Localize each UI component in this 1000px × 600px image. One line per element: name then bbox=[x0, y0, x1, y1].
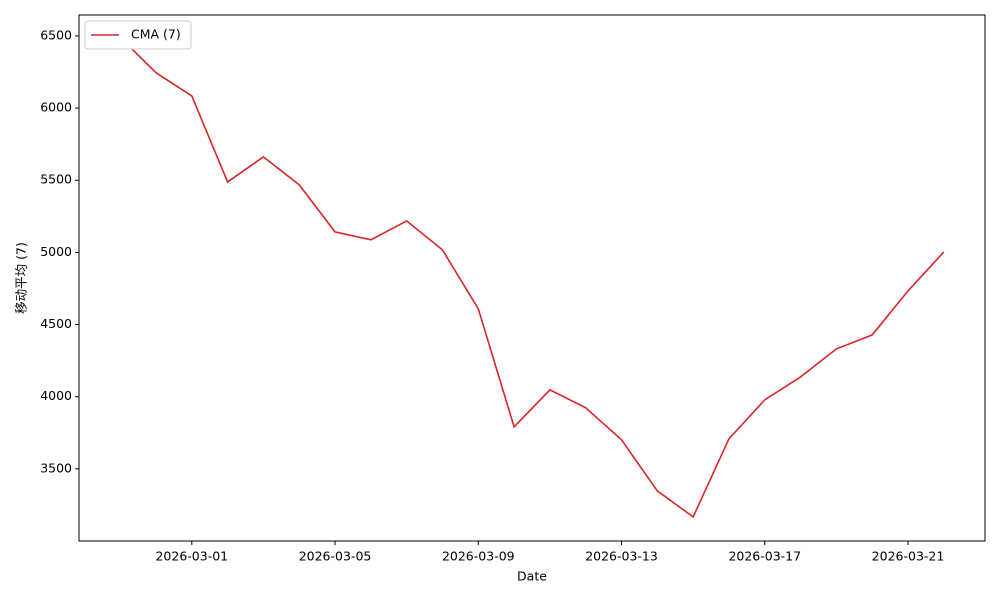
y-tick-label: 6500 bbox=[40, 27, 72, 42]
x-tick-label: 2026-03-09 bbox=[442, 549, 515, 564]
y-axis-label: 移动平均 (7) bbox=[14, 242, 29, 314]
x-tick-label: 2026-03-05 bbox=[299, 549, 372, 564]
y-tick-label: 4500 bbox=[40, 316, 72, 331]
y-tick-label: 5000 bbox=[40, 244, 72, 259]
x-tick-label: 2026-03-17 bbox=[728, 549, 801, 564]
x-axis-label: Date bbox=[517, 569, 547, 584]
x-tick-label: 2026-03-21 bbox=[872, 549, 945, 564]
x-tick-label: 2026-03-13 bbox=[585, 549, 658, 564]
y-tick-label: 4000 bbox=[40, 388, 72, 403]
y-tick-label: 6000 bbox=[40, 100, 72, 115]
x-tick-label: 2026-03-01 bbox=[155, 549, 228, 564]
y-tick-label: 3500 bbox=[40, 460, 72, 475]
plot-frame bbox=[78, 14, 986, 542]
legend-box bbox=[84, 20, 192, 50]
y-tick-label: 5500 bbox=[40, 172, 72, 187]
legend-label: CMA (7) bbox=[131, 27, 181, 42]
line bbox=[119, 36, 945, 519]
